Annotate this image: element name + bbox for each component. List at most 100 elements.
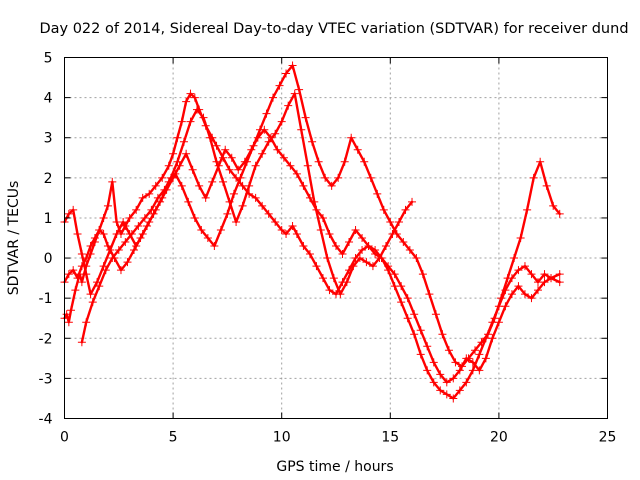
tick-layer: 0 5 10 15 20 25 -4 -3 -2 -1 0 1 2 3 4 5 [39,51,617,446]
data-point [158,173,167,182]
data-point [514,266,523,275]
data-point [332,242,340,251]
data-point [251,161,260,170]
data-point [462,378,471,387]
data-point [177,117,186,126]
data-point [119,217,128,226]
data-point [529,173,538,182]
data-point [138,193,147,202]
data-point [540,270,549,279]
x-axis-label: GPS time / hours [276,459,393,475]
data-point [308,137,317,146]
data-point [106,246,115,255]
data-point [166,173,175,182]
data-point [229,189,238,198]
data-point [327,181,336,190]
data-point [397,282,406,291]
data-point [201,193,210,202]
data-point [279,153,288,162]
series-trace [63,64,561,368]
data-point [533,286,542,295]
data-point [438,330,447,339]
data-point [225,197,234,206]
data-point [507,290,516,299]
data-point [82,318,91,327]
data-point [103,201,112,210]
data-point [323,254,332,263]
data-point [140,213,149,222]
data-point [451,358,460,367]
x-tick-label: 25 [599,430,617,446]
data-point [310,197,319,206]
data-point [64,318,73,327]
data-point [523,205,532,214]
data-point [238,201,247,210]
data-point [190,93,199,102]
data-point [197,225,206,234]
data-point [195,181,204,190]
data-point [373,189,382,198]
data-point [88,298,97,307]
data-point [112,229,121,238]
data-point [295,85,304,94]
data-point [431,310,440,319]
data-point [436,370,445,379]
data-point [282,229,291,238]
data-point [73,274,82,283]
data-point [555,270,564,279]
data-point [145,189,154,198]
data-point [471,346,480,355]
data-point [516,234,525,242]
data-point [86,290,95,299]
data-point [397,298,406,307]
data-point [99,229,108,238]
data-point [358,234,367,242]
data-point [358,246,367,255]
data-point [292,229,301,238]
data-point [442,390,451,399]
data-point [271,217,280,226]
data-point [232,217,241,226]
data-point [321,173,330,182]
data-point [351,225,360,234]
data-point [405,246,414,255]
data-point [292,169,301,178]
data-point [381,242,390,251]
data-point [99,213,108,222]
data-point [490,314,499,323]
data-point [368,262,377,271]
x-tick-label: 10 [273,430,291,446]
data-point [269,93,278,102]
data-point [423,366,432,375]
y-tick-label: 2 [44,171,53,187]
data-point [188,165,197,174]
data-point [399,238,408,247]
data-point [77,250,86,259]
data-point [503,274,512,283]
data-point [520,290,529,299]
data-point [123,258,132,267]
data-point [325,229,334,238]
data-point [342,278,351,287]
data-point [390,270,399,279]
data-point [442,378,451,387]
data-point [64,209,73,218]
y-tick-label: 5 [44,51,53,67]
data-point [147,205,156,214]
data-point [347,133,356,142]
data-point [416,326,425,335]
data-point [388,229,397,238]
data-point [132,205,141,214]
data-point [301,113,310,122]
data-point [425,290,434,299]
data-point [401,205,410,214]
data-point [527,270,536,279]
data-point [488,334,497,343]
data-point [223,209,232,218]
data-point [236,173,245,182]
data-point [125,213,134,222]
data-point [190,213,199,222]
data-point [371,250,380,259]
data-point [95,282,104,291]
y-tick-label: 3 [44,131,53,147]
